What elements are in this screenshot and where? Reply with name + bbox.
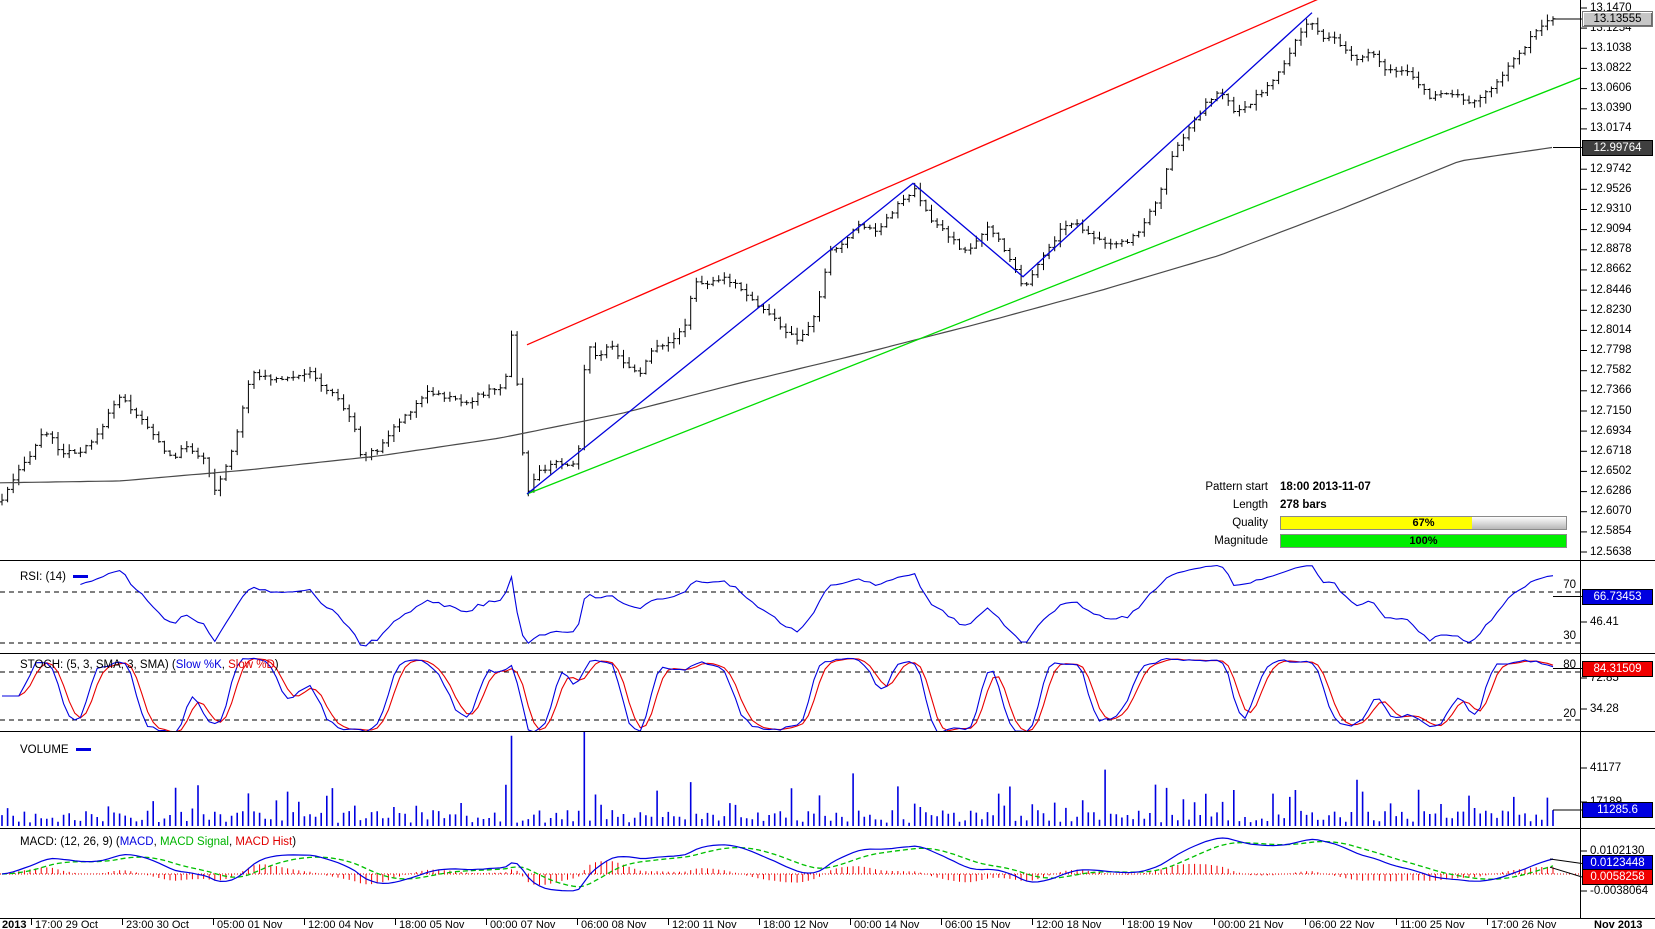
time-axis-label: 00:00 07 Nov [490,919,556,929]
price-value-box: 13.13555 [1582,11,1653,27]
time-axis-label: 06:00 15 Nov [945,919,1011,929]
volume-title: VOLUME [20,744,91,756]
time-axis-label: 18:00 12 Nov [763,919,829,929]
magnitude-progress-fill [1281,535,1566,547]
price-tick-label: 12.8446 [1590,284,1632,296]
stoch-d-label: Slow %D [228,659,275,671]
magnitude-progress-bar: 100% [1280,534,1567,548]
rsi-value-box: 66.73453 [1582,589,1653,605]
price-tick-label: 12.7582 [1590,364,1632,376]
time-axis-label: 12:00 11 Nov [672,919,737,929]
price-tick-label: 12.9310 [1590,203,1632,215]
macd-line-label: MACD [119,836,154,848]
time-axis-label: 17:00 26 Nov [1491,919,1557,929]
macd-hist-label: MACD Hist [235,836,293,848]
price-tick-label: 12.8230 [1590,304,1632,316]
time-axis-label: 06:00 22 Nov [1309,919,1375,929]
volume-value-box: 11285.6 [1582,802,1653,818]
price-tick-label: 12.9526 [1590,183,1632,195]
price-tick-label: 12.6070 [1590,505,1632,517]
time-axis-label: 05:00 01 Nov [217,919,283,929]
volume-line-swatch [75,748,91,752]
time-axis-year-label: 2013 [2,919,27,929]
stoch-label: STOCH: (5, 3, SMA, 3, SMA) ( [20,659,176,671]
rsi-label: RSI: (14) [20,571,67,583]
pattern-magnitude-label: Magnitude [1214,535,1268,547]
price-tick-label: 12.9094 [1590,223,1632,235]
indicator-tick-label: 46.41 [1590,616,1619,628]
time-axis-label: 17:00 29 Oct [35,919,98,929]
price-tick-label: 13.0822 [1590,62,1632,74]
stoch-value-box: 84.31509 [1582,661,1653,677]
price-tick-label: 12.8662 [1590,263,1632,275]
macd-hist-value-box: 0.0058258 [1582,869,1653,885]
price-tick-label: 12.6718 [1590,445,1632,457]
price-tick-label: 12.6286 [1590,485,1632,497]
ma-value-box: 12.99764 [1582,140,1653,156]
price-tick-label: 12.7150 [1590,405,1632,417]
indicator-tick-label: 34.28 [1590,703,1619,715]
price-tick-label: 12.6502 [1590,465,1632,477]
stoch-title: STOCH: (5, 3, SMA, 3, SMA) (Slow %K, Slo… [20,659,279,671]
volume-label: VOLUME [20,744,69,756]
macd-title: MACD: (12, 26, 9) (MACD, MACD Signal, MA… [20,836,297,848]
indicator-tick-label: -0.0038064 [1590,885,1649,897]
price-tick-label: 12.6934 [1590,425,1632,437]
pattern-length-value: 278 bars [1280,499,1327,511]
price-tick-label: 12.7366 [1590,384,1632,396]
time-axis-label: 12:00 18 Nov [1036,919,1102,929]
macd-label: MACD: (12, 26, 9) ( [20,836,120,848]
macd-signal-label: MACD Signal [159,836,229,848]
level-label: 30 [1563,630,1576,642]
time-axis-label: 23:00 30 Oct [126,919,189,929]
time-axis-label: 00:00 14 Nov [854,919,920,929]
quality-progress-fill [1281,517,1472,529]
quality-percent: 67% [1412,517,1435,529]
time-axis-label: 11:00 25 Nov [1400,919,1465,929]
time-axis-label: 06:00 08 Nov [581,919,647,929]
indicator-tick-label: 0.0102130 [1590,845,1645,857]
stoch-k-label: Slow %K [175,659,222,671]
level-label: 70 [1563,579,1576,591]
pattern-quality-label: Quality [1232,517,1268,529]
price-tick-label: 12.5854 [1590,525,1632,537]
price-tick-label: 12.8878 [1590,243,1632,255]
time-axis-label: 00:00 21 Nov [1218,919,1284,929]
price-tick-label: 12.9742 [1590,163,1632,175]
pattern-length-label: Length [1232,499,1268,511]
price-tick-label: 13.1038 [1590,42,1632,54]
quality-progress-bar: 67% [1280,516,1567,530]
magnitude-percent: 100% [1409,535,1438,547]
level-label: 20 [1563,708,1576,720]
rsi-title: RSI: (14) [20,571,89,583]
time-axis-label: 18:00 05 Nov [399,919,465,929]
level-label: 80 [1563,659,1576,671]
price-tick-label: 13.0606 [1590,82,1632,94]
time-axis-right-label: Nov 2013 [1594,919,1643,929]
price-tick-label: 13.0390 [1590,102,1632,114]
pattern-start-value: 18:00 2013-11-07 [1280,481,1371,493]
price-tick-label: 12.5638 [1590,546,1632,558]
rsi-line-swatch [73,575,89,579]
time-axis-label: 12:00 04 Nov [308,919,374,929]
price-tick-label: 13.0174 [1590,122,1632,134]
pattern-start-label: Pattern start [1205,481,1268,493]
price-tick-label: 12.8014 [1590,324,1632,336]
price-tick-label: 12.7798 [1590,344,1632,356]
time-axis-label: 18:00 19 Nov [1127,919,1193,929]
indicator-tick-label: 41177 [1590,762,1622,774]
